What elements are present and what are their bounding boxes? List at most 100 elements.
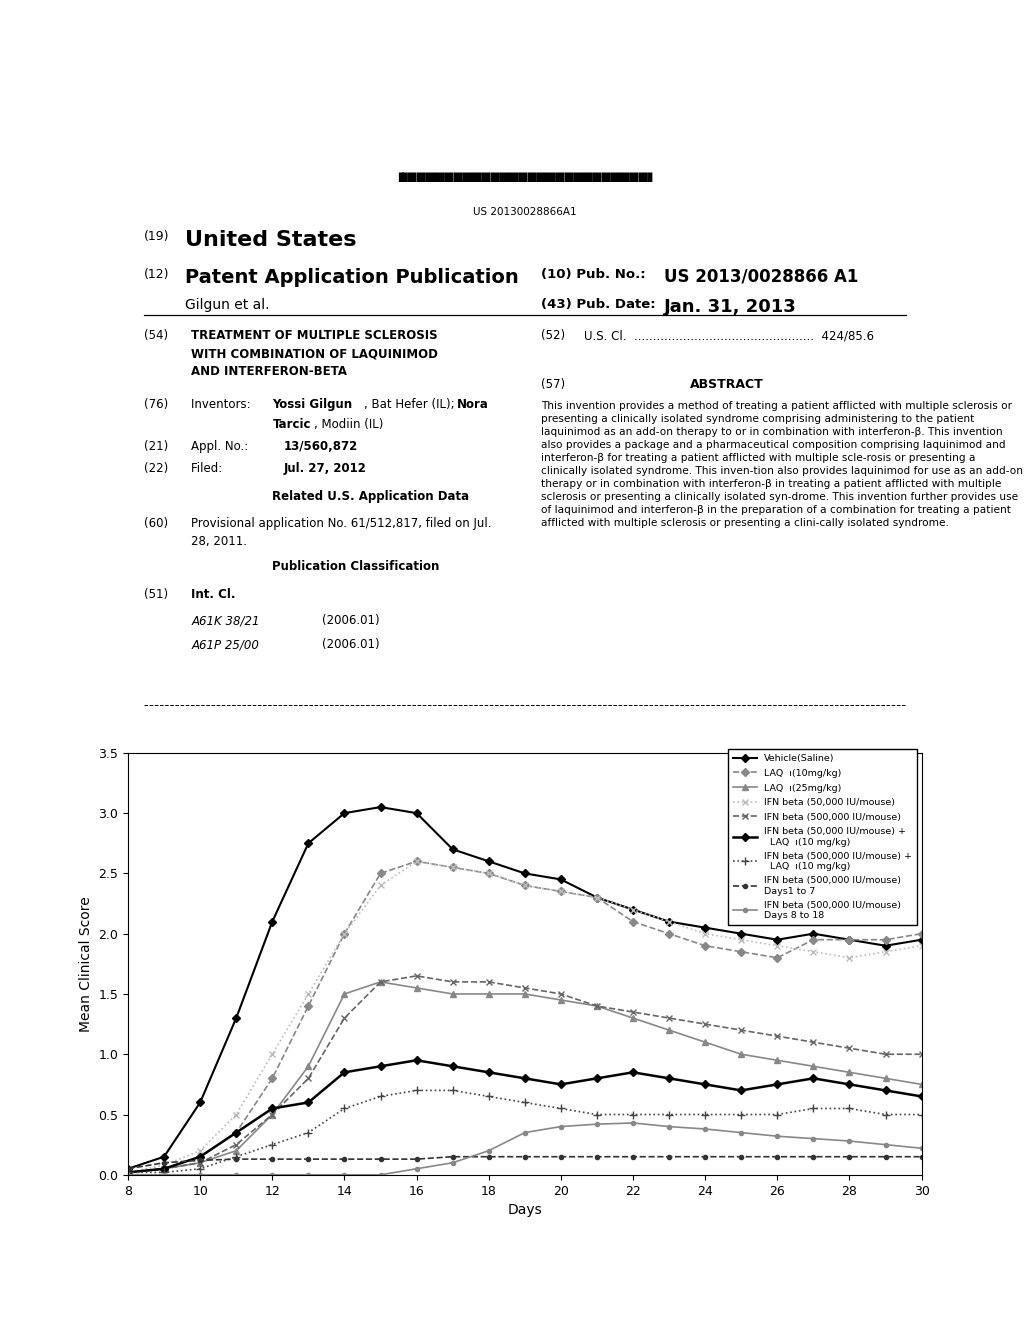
IFN beta (50,000 IU/mouse) [519, 878, 531, 894]
LAQ  ı(25mg/kg) [699, 1035, 712, 1051]
Text: Jul. 27, 2012: Jul. 27, 2012 [284, 462, 367, 475]
LAQ  ı(25mg/kg) [446, 986, 459, 1002]
IFN beta (500,000 IU/mouse)
Days1 to 7 [338, 1151, 350, 1167]
IFN beta (50,000 IU/mouse) [771, 937, 783, 953]
IFN beta (50,000 IU/mouse) +
  LAQ  ı(10 mg/kg) [230, 1125, 243, 1140]
IFN beta (500,000 IU/mouse) +
  LAQ  ı(10 mg/kg) [266, 1137, 279, 1152]
LAQ  ı(10mg/kg) [807, 932, 819, 948]
IFN beta (500,000 IU/mouse) +
  LAQ  ı(10 mg/kg) [735, 1106, 748, 1122]
IFN beta (50,000 IU/mouse) +
  LAQ  ı(10 mg/kg) [591, 1071, 603, 1086]
LAQ  ı(10mg/kg) [302, 998, 314, 1014]
IFN beta (50,000 IU/mouse) +
  LAQ  ı(10 mg/kg) [844, 1076, 856, 1092]
LAQ  ı(10mg/kg) [446, 859, 459, 875]
Vehicle(Saline) [807, 925, 819, 941]
IFN beta (50,000 IU/mouse) +
  LAQ  ı(10 mg/kg) [699, 1076, 712, 1092]
IFN beta (500,000 IU/mouse)
Days1 to 7 [627, 1148, 639, 1164]
Line: IFN beta (500,000 IU/mouse)
Days 8 to 18: IFN beta (500,000 IU/mouse) Days 8 to 18 [126, 1121, 924, 1177]
IFN beta (500,000 IU/mouse)
Days 8 to 18 [411, 1160, 423, 1176]
Y-axis label: Mean Clinical Score: Mean Clinical Score [79, 896, 93, 1032]
Text: Provisional application No. 61/512,817, filed on Jul.
28, 2011.: Provisional application No. 61/512,817, … [191, 517, 492, 548]
IFN beta (500,000 IU/mouse) +
  LAQ  ı(10 mg/kg) [194, 1160, 206, 1176]
IFN beta (500,000 IU/mouse) [158, 1160, 170, 1176]
IFN beta (500,000 IU/mouse) [302, 1071, 314, 1086]
IFN beta (500,000 IU/mouse)
Days 8 to 18 [915, 1140, 928, 1156]
LAQ  ı(10mg/kg) [266, 1071, 279, 1086]
Vehicle(Saline) [519, 866, 531, 882]
Line: IFN beta (500,000 IU/mouse): IFN beta (500,000 IU/mouse) [125, 973, 925, 1176]
LAQ  ı(25mg/kg) [519, 986, 531, 1002]
Text: A61K 38/21: A61K 38/21 [191, 614, 260, 627]
Vehicle(Saline) [122, 1160, 134, 1176]
Text: (43) Pub. Date:: (43) Pub. Date: [541, 298, 655, 312]
LAQ  ı(10mg/kg) [915, 925, 928, 941]
Vehicle(Saline) [194, 1094, 206, 1110]
IFN beta (500,000 IU/mouse) [844, 1040, 856, 1056]
IFN beta (500,000 IU/mouse)
Days1 to 7 [446, 1148, 459, 1164]
IFN beta (500,000 IU/mouse) [591, 998, 603, 1014]
IFN beta (500,000 IU/mouse)
Days 8 to 18 [807, 1131, 819, 1147]
LAQ  ı(25mg/kg) [771, 1052, 783, 1068]
IFN beta (50,000 IU/mouse) [735, 932, 748, 948]
Line: IFN beta (50,000 IU/mouse): IFN beta (50,000 IU/mouse) [125, 858, 925, 1176]
LAQ  ı(10mg/kg) [519, 878, 531, 894]
LAQ  ı(25mg/kg) [194, 1155, 206, 1171]
IFN beta (50,000 IU/mouse) +
  LAQ  ı(10 mg/kg) [338, 1064, 350, 1080]
Text: (76): (76) [143, 397, 168, 411]
Text: Appl. No.:: Appl. No.: [191, 441, 256, 453]
IFN beta (500,000 IU/mouse)
Days 8 to 18 [591, 1117, 603, 1133]
IFN beta (500,000 IU/mouse) +
  LAQ  ı(10 mg/kg) [446, 1082, 459, 1098]
IFN beta (500,000 IU/mouse) [699, 1016, 712, 1032]
Vehicle(Saline) [482, 854, 495, 870]
Vehicle(Saline) [735, 925, 748, 941]
IFN beta (500,000 IU/mouse)
Days 8 to 18 [302, 1167, 314, 1183]
Vehicle(Saline) [699, 920, 712, 936]
IFN beta (50,000 IU/mouse) [555, 883, 567, 899]
LAQ  ı(25mg/kg) [807, 1059, 819, 1074]
LAQ  ı(25mg/kg) [880, 1071, 892, 1086]
IFN beta (500,000 IU/mouse) +
  LAQ  ı(10 mg/kg) [375, 1089, 387, 1105]
IFN beta (500,000 IU/mouse) [411, 968, 423, 983]
Text: Filed:: Filed: [191, 462, 249, 475]
IFN beta (500,000 IU/mouse) [482, 974, 495, 990]
Text: United States: United States [185, 230, 356, 249]
IFN beta (500,000 IU/mouse) +
  LAQ  ı(10 mg/kg) [158, 1164, 170, 1180]
LAQ  ı(25mg/kg) [482, 986, 495, 1002]
Vehicle(Saline) [446, 841, 459, 857]
IFN beta (500,000 IU/mouse)
Days 8 to 18 [880, 1137, 892, 1152]
IFN beta (500,000 IU/mouse)
Days 8 to 18 [266, 1167, 279, 1183]
LAQ  ı(10mg/kg) [627, 913, 639, 929]
IFN beta (50,000 IU/mouse) +
  LAQ  ı(10 mg/kg) [663, 1071, 675, 1086]
Text: A61P 25/00: A61P 25/00 [191, 638, 259, 651]
IFN beta (500,000 IU/mouse)
Days1 to 7 [699, 1148, 712, 1164]
LAQ  ı(10mg/kg) [122, 1164, 134, 1180]
Legend: Vehicle(Saline), LAQ  ı(10mg/kg), LAQ  ı(25mg/kg), IFN beta (50,000 IU/mouse), I: Vehicle(Saline), LAQ ı(10mg/kg), LAQ ı(2… [728, 750, 916, 925]
IFN beta (500,000 IU/mouse)
Days1 to 7 [771, 1148, 783, 1164]
IFN beta (500,000 IU/mouse) +
  LAQ  ı(10 mg/kg) [302, 1125, 314, 1140]
LAQ  ı(10mg/kg) [338, 925, 350, 941]
IFN beta (50,000 IU/mouse) +
  LAQ  ı(10 mg/kg) [807, 1071, 819, 1086]
LAQ  ı(25mg/kg) [122, 1164, 134, 1180]
IFN beta (500,000 IU/mouse) +
  LAQ  ı(10 mg/kg) [844, 1101, 856, 1117]
IFN beta (50,000 IU/mouse) +
  LAQ  ı(10 mg/kg) [771, 1076, 783, 1092]
Text: (21): (21) [143, 441, 168, 453]
IFN beta (50,000 IU/mouse) [375, 878, 387, 894]
IFN beta (500,000 IU/mouse) +
  LAQ  ı(10 mg/kg) [771, 1106, 783, 1122]
IFN beta (500,000 IU/mouse) [663, 1010, 675, 1026]
Line: IFN beta (500,000 IU/mouse)
Days1 to 7: IFN beta (500,000 IU/mouse) Days1 to 7 [126, 1155, 924, 1171]
Text: (10) Pub. No.:: (10) Pub. No.: [541, 268, 645, 281]
IFN beta (50,000 IU/mouse) [880, 944, 892, 960]
IFN beta (500,000 IU/mouse) [519, 979, 531, 995]
Text: Nora: Nora [458, 397, 489, 411]
IFN beta (500,000 IU/mouse) [375, 974, 387, 990]
IFN beta (500,000 IU/mouse)
Days 8 to 18 [663, 1118, 675, 1134]
Text: , Bat Hefer (IL);: , Bat Hefer (IL); [364, 397, 458, 411]
LAQ  ı(10mg/kg) [880, 932, 892, 948]
Text: Patent Application Publication: Patent Application Publication [185, 268, 519, 286]
Vehicle(Saline) [302, 836, 314, 851]
IFN beta (500,000 IU/mouse)
Days 8 to 18 [194, 1167, 206, 1183]
LAQ  ı(25mg/kg) [338, 986, 350, 1002]
Vehicle(Saline) [844, 932, 856, 948]
IFN beta (50,000 IU/mouse) [411, 854, 423, 870]
IFN beta (500,000 IU/mouse)
Days 8 to 18 [446, 1155, 459, 1171]
IFN beta (500,000 IU/mouse)
Days1 to 7 [555, 1148, 567, 1164]
